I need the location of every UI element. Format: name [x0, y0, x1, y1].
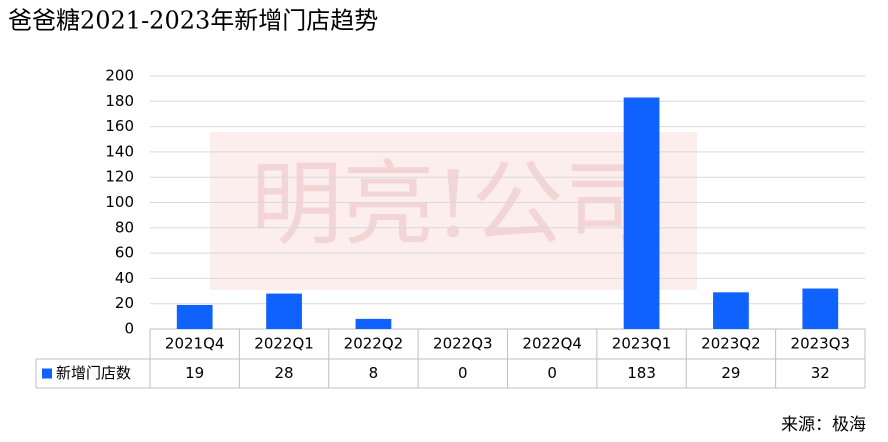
bar: [802, 288, 839, 329]
x-tick-label: 2021Q4: [165, 335, 225, 353]
table-value: 19: [185, 364, 204, 382]
y-tick-label: 140: [105, 142, 134, 160]
bar: [713, 292, 749, 329]
y-tick-label: 40: [115, 269, 134, 287]
y-tick-label: 160: [105, 117, 134, 135]
y-tick-label: 180: [105, 92, 134, 110]
y-tick-label: 0: [124, 320, 134, 338]
chart-title: 爸爸糖2021-2023年新增门店趋势: [8, 7, 378, 35]
x-tick-label: 2022Q1: [254, 335, 314, 353]
legend-swatch: [42, 368, 52, 379]
table-value: 32: [811, 364, 830, 382]
x-tick-label: 2022Q4: [522, 335, 582, 353]
bar: [623, 97, 660, 329]
x-tick-label: 2023Q3: [791, 335, 851, 353]
x-tick-label: 2022Q3: [433, 335, 493, 353]
x-tick-label: 2023Q1: [612, 335, 672, 353]
table-value: 0: [458, 364, 468, 382]
watermark-bg: [210, 132, 697, 290]
table-value: 28: [275, 364, 294, 382]
x-tick-label: 2022Q2: [344, 335, 404, 353]
x-tick-label: 2023Q2: [701, 335, 761, 353]
y-tick-label: 60: [115, 244, 134, 262]
table-value: 8: [369, 364, 379, 382]
y-tick-label: 120: [105, 168, 134, 186]
source: 来源：极海: [781, 415, 866, 435]
table-value: 0: [547, 364, 557, 382]
bar: [266, 293, 302, 329]
legend-label: 新增门店数: [56, 364, 131, 382]
y-tick-label: 200: [105, 67, 134, 85]
y-tick-label: 20: [115, 294, 134, 312]
watermark: 明亮!公司: [251, 151, 656, 258]
bar: [355, 318, 392, 329]
bar: [176, 304, 213, 329]
y-tick-label: 80: [115, 218, 134, 236]
table-value: 183: [627, 364, 656, 382]
table-value: 29: [721, 364, 740, 382]
y-tick-label: 100: [105, 193, 134, 211]
